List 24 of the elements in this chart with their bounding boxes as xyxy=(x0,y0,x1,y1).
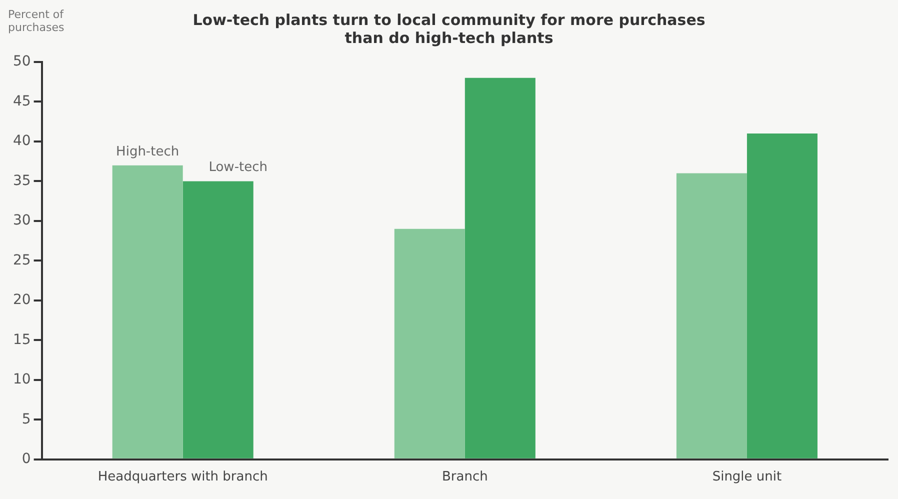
y-tick-label: 50 xyxy=(12,54,31,70)
bar xyxy=(676,173,747,458)
bar xyxy=(746,134,818,458)
y-tick-label: 15 xyxy=(12,332,31,348)
x-tick-label: Branch xyxy=(442,470,488,485)
chart-title: Low-tech plants turn to local community for more purchases than do high-tech plants xyxy=(192,10,706,47)
series-label: High-tech xyxy=(116,144,180,160)
y-tick-label: 20 xyxy=(12,292,31,308)
y-tick-label: 45 xyxy=(12,93,31,110)
bar xyxy=(112,165,183,458)
y-tick-label: 0 xyxy=(22,451,31,468)
y-tick-label: 5 xyxy=(22,411,31,428)
y-tick-label: 35 xyxy=(12,172,31,189)
y-tick-label: 10 xyxy=(12,372,31,388)
bar xyxy=(394,228,465,458)
y-axis-title: Percent of purchases xyxy=(8,8,66,34)
bar xyxy=(464,78,536,458)
y-tick-label: 30 xyxy=(12,212,31,229)
bar xyxy=(182,181,254,458)
y-tick-label: 40 xyxy=(12,133,31,150)
x-tick-label: Single unit xyxy=(712,470,782,485)
series-label: Low-tech xyxy=(208,160,268,176)
x-tick-label: Headquarters with branch xyxy=(98,470,268,485)
y-tick-label: 25 xyxy=(12,252,31,268)
